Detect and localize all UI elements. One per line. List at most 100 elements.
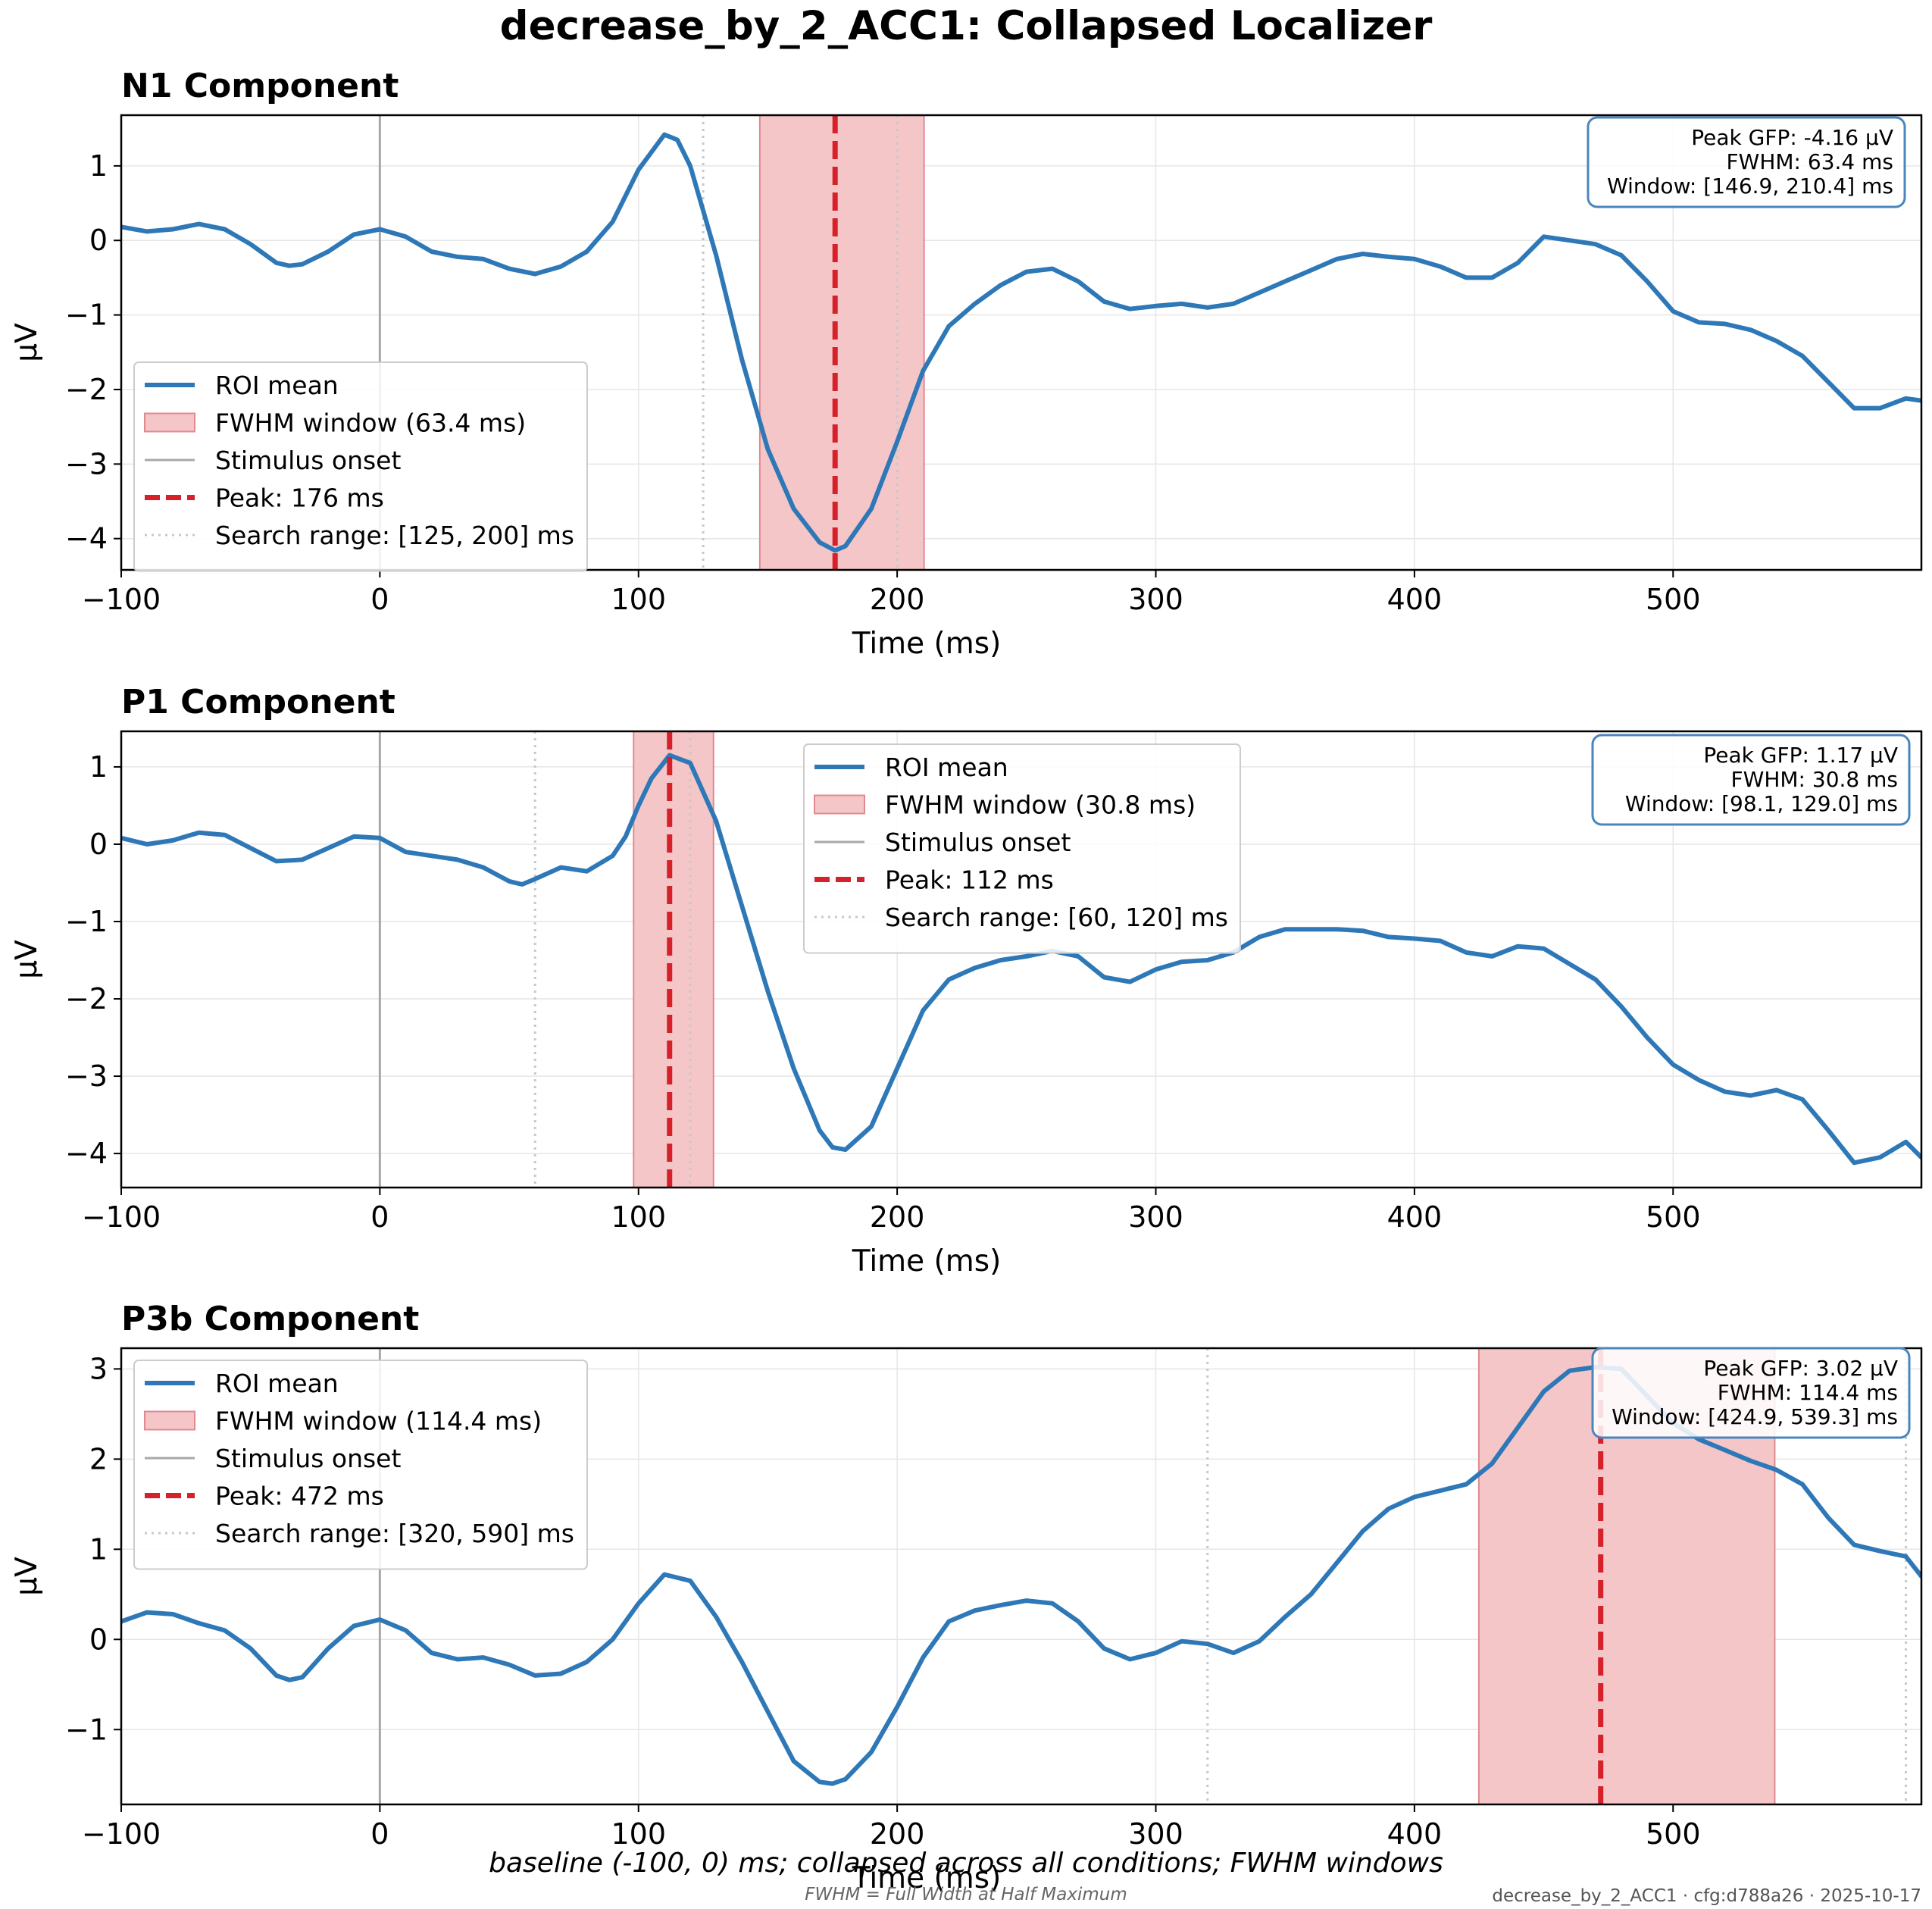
legend-label: FWHM window (30.8 ms)	[885, 790, 1196, 820]
x-tick-label: 200	[870, 1817, 925, 1851]
x-tick-label: 300	[1128, 583, 1183, 616]
axes-frame	[120, 114, 1923, 571]
x-axis-label: Time (ms)	[852, 1244, 1002, 1278]
legend-label: Peak: 472 ms	[215, 1482, 384, 1511]
axes-frame	[120, 730, 1923, 1189]
x-axis-label: Time (ms)	[852, 1861, 1002, 1895]
legend-label: ROI mean	[885, 753, 1008, 782]
info-line: Window: [146.9, 210.4] ms	[1607, 174, 1893, 199]
y-axis-label: µV	[10, 940, 44, 979]
y-tick-label: 0	[89, 224, 108, 257]
plot-area	[121, 115, 1921, 570]
x-tick-label: −100	[82, 1817, 161, 1851]
y-tick-label: 0	[89, 1623, 108, 1656]
x-tick-label: 200	[870, 1200, 925, 1234]
x-tick-label: 100	[611, 1200, 666, 1234]
x-tick-label: 100	[611, 1817, 666, 1851]
y-axis-label: µV	[10, 323, 44, 362]
panel-title: P1 Component	[121, 683, 395, 721]
x-tick-label: 500	[1646, 1200, 1701, 1234]
figure-title: decrease_by_2_ACC1: Collapsed Localizer	[499, 3, 1433, 49]
legend-label: Stimulus onset	[885, 828, 1071, 857]
y-tick-label: 3	[89, 1352, 108, 1385]
roi-mean-line	[121, 132, 1921, 553]
roi-mean-line	[121, 753, 1921, 1166]
y-tick-label: −3	[65, 447, 108, 480]
x-tick-label: 0	[370, 583, 389, 616]
y-tick-label: −4	[65, 522, 108, 555]
plot-area	[121, 731, 1921, 1188]
y-tick-label: 1	[89, 1532, 108, 1566]
legend-label: Stimulus onset	[215, 446, 401, 475]
legend-label: Peak: 176 ms	[215, 484, 384, 513]
chart-panel-1: −100 0 100 200 300 400 500 1 0 −1 −2 −3 −4 Time (ms) µ…	[10, 67, 1923, 661]
legend-swatch-fwhm	[814, 794, 865, 815]
x-tick-label: 300	[1128, 1817, 1183, 1851]
legend-label: Search range: [320, 590] ms	[215, 1519, 574, 1548]
x-tick-label: 200	[870, 583, 925, 616]
info-line: FWHM: 63.4 ms	[1727, 149, 1893, 174]
x-axis-label: Time (ms)	[852, 627, 1002, 661]
panel-title: N1 Component	[121, 67, 399, 105]
info-line: FWHM: 30.8 ms	[1731, 767, 1898, 792]
y-tick-label: −1	[65, 905, 108, 938]
x-tick-label: −100	[82, 583, 161, 616]
chart-panel-2: −100 0 100 200 300 400 500 1 0 −1 −2 −3 −4 Time (ms) µ…	[10, 683, 1923, 1278]
x-tick-label: 400	[1387, 583, 1443, 616]
legend-label: ROI mean	[215, 1369, 339, 1398]
info-line: Window: [424.9, 539.3] ms	[1612, 1404, 1898, 1429]
fwhm-window	[633, 731, 714, 1188]
legend-swatch-fwhm	[144, 1410, 195, 1431]
legend: ROI mean FWHM window (30.8 ms) Stimulus on…	[803, 743, 1241, 954]
info-line: Window: [98.1, 129.0] ms	[1625, 791, 1898, 816]
legend-label: FWHM window (114.4 ms)	[215, 1407, 542, 1436]
chart-panel-3: −100 0 100 200 300 400 500 3 2 1 0 −1 Time (ms) µV P3b…	[10, 1300, 1923, 1895]
y-tick-label: −3	[65, 1059, 108, 1093]
x-tick-label: 300	[1128, 1200, 1183, 1234]
legend-label: ROI mean	[215, 371, 339, 400]
y-tick-label: −2	[65, 373, 108, 406]
legend-label: Stimulus onset	[215, 1444, 401, 1473]
legend-label: FWHM window (63.4 ms)	[215, 408, 526, 438]
legend-swatch-fwhm	[144, 412, 195, 433]
x-tick-label: 400	[1387, 1817, 1443, 1851]
x-tick-label: 500	[1646, 583, 1701, 616]
info-line: Peak GFP: 1.17 µV	[1703, 743, 1898, 768]
legend: ROI mean FWHM window (114.4 ms) Stimulus o…	[133, 1360, 588, 1570]
info-box-frame	[1591, 734, 1911, 826]
legend-box	[803, 743, 1241, 954]
info-line: FWHM: 114.4 ms	[1718, 1380, 1898, 1405]
y-tick-label: −1	[65, 299, 108, 332]
figure-footnote-sub: FWHM = Full Width at Half Maximum	[805, 1885, 1127, 1904]
y-tick-label: −1	[65, 1713, 108, 1746]
figure-footnote: baseline (-100, 0) ms; collapsed across …	[489, 1848, 1443, 1879]
legend: ROI mean FWHM window (63.4 ms) Stimulus on…	[133, 361, 588, 572]
x-tick-label: −100	[82, 1200, 161, 1234]
x-tick-label: 0	[370, 1817, 389, 1851]
y-tick-label: 1	[89, 750, 108, 784]
y-tick-label: −2	[65, 982, 108, 1016]
y-tick-label: 1	[89, 149, 108, 183]
info-box-frame	[1591, 1347, 1911, 1439]
info-line: Peak GFP: -4.16 µV	[1691, 125, 1893, 150]
legend-box	[133, 1360, 588, 1570]
legend-label: Search range: [60, 120] ms	[885, 903, 1228, 932]
y-tick-label: 0	[89, 828, 108, 861]
fwhm-window	[758, 115, 925, 570]
x-tick-label: 500	[1646, 1817, 1701, 1851]
legend-box	[133, 361, 588, 572]
axes-frame	[120, 1347, 1923, 1806]
x-tick-label: 0	[370, 1200, 389, 1234]
y-axis-label: µV	[10, 1557, 44, 1596]
legend-label: Search range: [125, 200] ms	[215, 521, 574, 550]
panel-title: P3b Component	[121, 1300, 419, 1338]
legend-label: Peak: 112 ms	[885, 865, 1054, 895]
figure-footer-right: decrease_by_2_ACC1 · cfg:d788a26 · 2025-…	[1492, 1886, 1921, 1906]
info-box-frame	[1587, 116, 1906, 208]
y-tick-label: −4	[65, 1137, 108, 1170]
y-tick-label: 2	[89, 1442, 108, 1476]
